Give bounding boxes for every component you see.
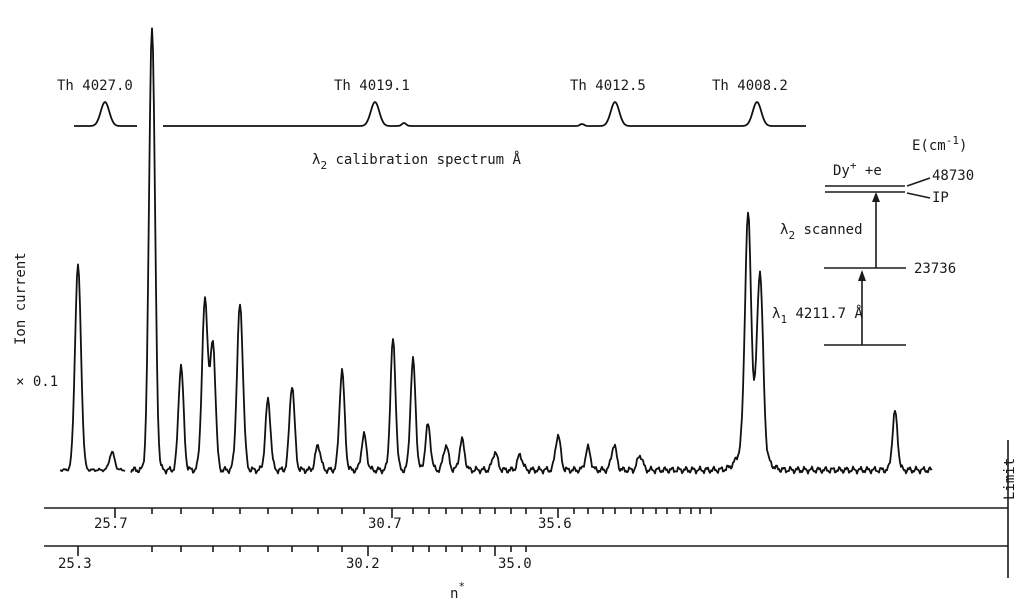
pointer-ip xyxy=(906,192,931,199)
calibration-trace xyxy=(74,101,806,127)
level-48730-label: 48730 xyxy=(932,168,974,184)
energy-level-inset: E(cm-1) Dy+ +e 48730 IP λ2 scanned 23736… xyxy=(772,134,974,346)
lower-tick-label-3: 35.0 xyxy=(498,556,532,572)
lambda1-label: λ1 4211.7 Å xyxy=(772,305,863,326)
lambda2-arrowhead xyxy=(872,192,880,202)
upper-tick-label-1: 25.7 xyxy=(94,516,128,532)
calibration-caption: λ2 calibration spectrum Å xyxy=(312,151,521,172)
lambda2-label: λ2 scanned xyxy=(780,222,863,242)
n-star-axis-lower: 25.3 30.2 35.0 xyxy=(44,545,1008,572)
limit-label: Limit xyxy=(1002,458,1016,500)
lower-tick-label-1: 25.3 xyxy=(58,556,92,572)
ip-label: IP xyxy=(932,190,949,206)
y-axis-label: Ion current xyxy=(13,252,29,345)
ion-current-trace-left xyxy=(59,263,126,473)
lower-tick-label-2: 30.2 xyxy=(346,556,380,572)
ion-species-label: Dy+ +e xyxy=(833,159,882,179)
calibration-line-label-2: Th 4019.1 xyxy=(334,78,410,94)
calibration-line-label-4: Th 4008.2 xyxy=(712,78,788,94)
calibration-line-label-3: Th 4012.5 xyxy=(570,78,646,94)
calibration-labels: Th 4027.0 Th 4019.1 Th 4012.5 Th 4008.2 xyxy=(57,78,788,94)
lower-axis-ticks xyxy=(77,546,527,556)
upper-tick-label-2: 30.7 xyxy=(368,516,402,532)
upper-tick-label-3: 35.6 xyxy=(538,516,572,532)
energy-unit-label: E(cm-1) xyxy=(912,134,967,154)
pointer-48730 xyxy=(906,177,931,187)
lambda1-arrowhead xyxy=(858,270,866,281)
level-23736-label: 23736 xyxy=(914,261,956,277)
ion-current-trace-right xyxy=(130,27,933,475)
n-star-axis-upper: 25.7 30.7 35.6 xyxy=(44,440,1009,578)
calibration-panel: Th 4027.0 Th 4019.1 Th 4012.5 Th 4008.2 λ2 … xyxy=(57,78,806,172)
upper-axis-ticks xyxy=(114,508,712,518)
scale-note: × 0.1 xyxy=(16,374,58,390)
calibration-line-label-1: Th 4027.0 xyxy=(57,78,133,94)
x-axis-label: n* xyxy=(450,580,465,602)
